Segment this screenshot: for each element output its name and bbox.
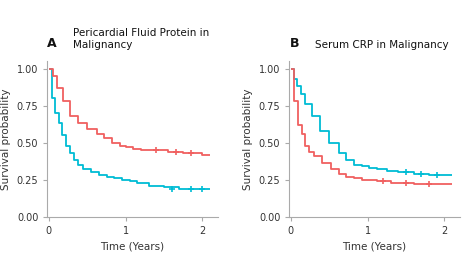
X-axis label: Time (Years): Time (Years) <box>343 241 407 251</box>
Text: B: B <box>289 37 299 50</box>
Y-axis label: Survival probability: Survival probability <box>243 88 253 190</box>
Text: Pericardial Fluid Protein in
Malignancy: Pericardial Fluid Protein in Malignancy <box>73 28 210 50</box>
Text: A: A <box>47 37 57 50</box>
Text: Serum CRP in Malignancy: Serum CRP in Malignancy <box>315 40 449 50</box>
X-axis label: Time (Years): Time (Years) <box>100 241 164 251</box>
Y-axis label: Survival probability: Survival probability <box>1 88 11 190</box>
